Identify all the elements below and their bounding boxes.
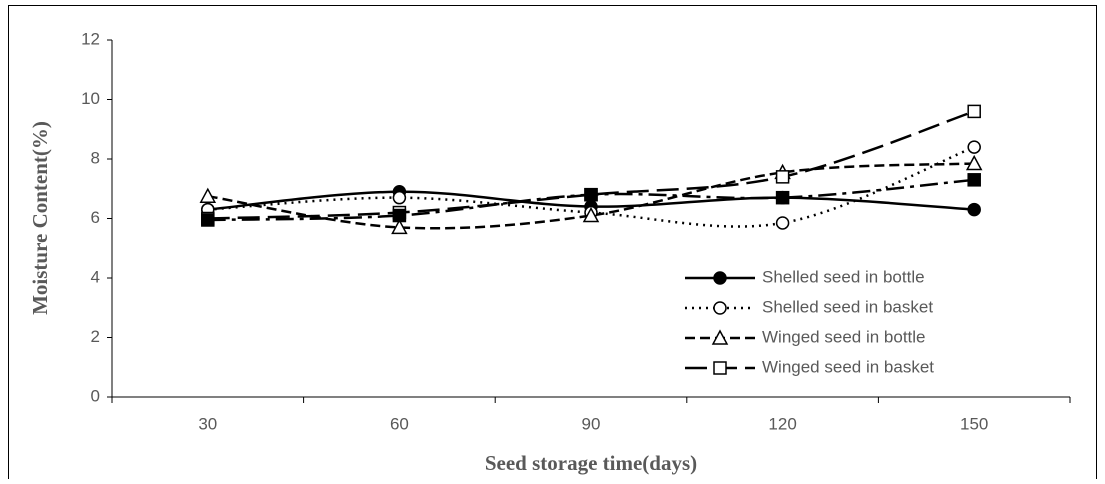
data-point <box>392 208 407 223</box>
data-point <box>967 173 981 187</box>
legend-label: Shelled seed in bottle <box>762 267 925 286</box>
data-point <box>582 206 600 223</box>
y-tick-label: 8 <box>91 148 100 167</box>
data-point <box>201 213 215 227</box>
data-point <box>775 170 790 184</box>
data-point <box>584 187 598 202</box>
legend-label: Shelled seed in basket <box>762 297 933 316</box>
data-point <box>775 190 790 205</box>
x-tick-label: 90 <box>582 414 601 433</box>
data-point <box>775 216 790 230</box>
y-tick-label: 2 <box>91 327 100 346</box>
legend-marker <box>711 329 729 345</box>
x-tick-label: 60 <box>390 414 409 433</box>
data-point <box>967 104 981 119</box>
series-line <box>207 162 975 230</box>
legend-marker <box>713 361 727 375</box>
legend-marker <box>713 301 727 315</box>
legend-label: Winged seed in bottle <box>762 327 926 346</box>
x-tick-label: 150 <box>960 414 988 433</box>
x-tick-label: 120 <box>768 414 796 433</box>
data-point <box>965 154 983 171</box>
y-tick-label: 4 <box>91 267 100 286</box>
y-tick-label: 12 <box>81 29 100 48</box>
data-point <box>391 218 408 235</box>
chart-frame <box>8 5 1097 484</box>
x-axis-title: Seed storage time(days) <box>485 451 697 475</box>
data-point <box>392 190 407 205</box>
data-point <box>967 202 981 217</box>
y-axis-title: Moisture Content(%) <box>28 121 52 315</box>
data-point <box>967 140 981 154</box>
data-point <box>199 187 217 203</box>
legend-label: Winged seed in basket <box>762 357 934 376</box>
legend-marker <box>713 271 727 285</box>
y-tick-label: 6 <box>91 208 100 227</box>
x-tick-label: 30 <box>198 414 217 433</box>
y-tick-label: 0 <box>91 386 100 405</box>
series-line <box>207 110 975 220</box>
y-tick-label: 10 <box>81 89 100 108</box>
